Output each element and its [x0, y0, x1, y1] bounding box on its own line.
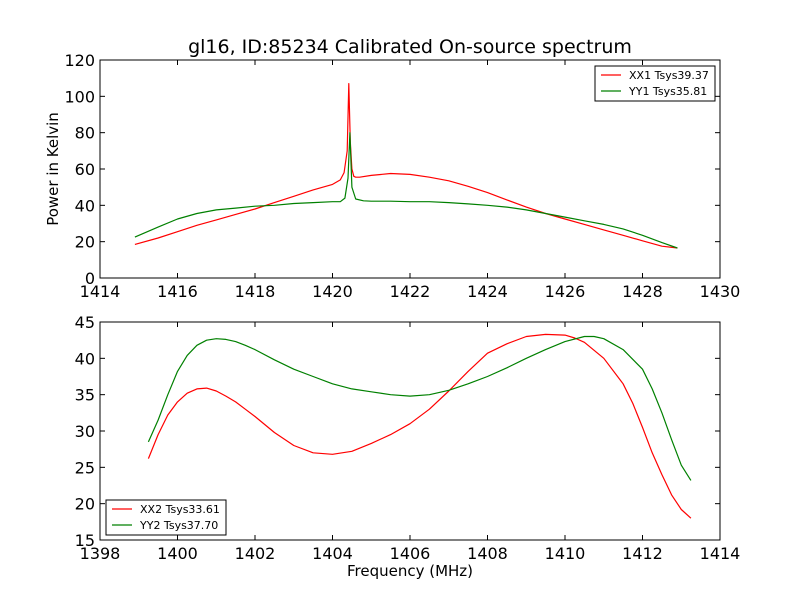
bottom-chart-x-tick-label: 1404	[312, 544, 353, 563]
top-chart-x-tick-label: 1420	[312, 282, 353, 301]
bottom-chart-legend: XX2 Tsys33.61 YY2 Tsys37.70	[105, 499, 227, 536]
top-chart-y-axis-label: Power in Kelvin	[44, 112, 62, 226]
bottom-chart-x-tick-label: 1398	[80, 544, 121, 563]
bottom-chart-y-tick-label: 25	[75, 458, 95, 477]
bottom-chart-y-tick-label: 30	[75, 422, 95, 441]
bottom-chart-y-tick-label: 15	[75, 531, 95, 550]
top-chart-legend-label: YY1 Tsys35.81	[628, 85, 707, 98]
top-chart-panel: 1414 1416 1418 1420 1422 1424 1426 1428 1430 0 20 4…	[64, 51, 740, 301]
bottom-chart-legend-box	[105, 499, 227, 536]
top-chart-x-tick-label: 1426	[545, 282, 586, 301]
top-chart-title: gl16, ID:85234 Calibrated On-source spec…	[188, 36, 632, 58]
bottom-chart-y-tick-label: 35	[75, 386, 95, 405]
bottom-chart-x-tick-label: 1402	[235, 544, 276, 563]
top-chart-y-tick-label: 0	[85, 269, 95, 288]
bottom-chart-x-tick-label: 1410	[545, 544, 586, 563]
bottom-chart-legend-label: YY2 Tsys37.70	[139, 519, 218, 532]
bottom-chart-panel: 1398 1400 1402 1404 1406 1408 1410 1412 1414 15 20…	[75, 313, 741, 563]
bottom-chart-y-tick-label: 40	[75, 349, 95, 368]
bottom-chart-legend-label: XX2 Tsys33.61	[140, 503, 220, 516]
bottom-chart-x-tick-label: 1414	[700, 544, 741, 563]
top-chart-x-tick-label: 1422	[390, 282, 431, 301]
top-chart-y-tick-label: 20	[75, 233, 95, 252]
bottom-chart-x-tick-label: 1408	[467, 544, 508, 563]
bottom-chart-series-line-xx2	[147, 333, 692, 519]
top-chart-x-tick-label: 1424	[467, 282, 508, 301]
top-chart-y-tick-label: 100	[64, 87, 95, 106]
top-chart-legend-label: XX1 Tsys39.37	[629, 69, 709, 82]
bottom-chart-y-tick-label: 20	[75, 495, 95, 514]
top-chart-x-tick-label: 1418	[235, 282, 276, 301]
top-chart-legend: XX1 Tsys39.37 YY1 Tsys35.81	[594, 65, 716, 102]
top-chart-y-tick-label: 120	[64, 51, 95, 70]
bottom-chart-x-tick-label: 1400	[157, 544, 198, 563]
bottom-chart-y-tick-label: 45	[75, 313, 95, 332]
top-chart-x-tick-label: 1430	[700, 282, 741, 301]
top-chart-series-line-yy1	[134, 132, 678, 249]
top-chart-y-tick-label: 80	[75, 124, 95, 143]
top-chart-legend-box	[594, 65, 716, 102]
top-chart-x-tick-label: 1428	[622, 282, 663, 301]
bottom-chart-x-tick-label: 1412	[622, 544, 663, 563]
bottom-chart-x-tick-label: 1406	[390, 544, 431, 563]
bottom-chart-x-axis-label: Frequency (MHz)	[347, 562, 473, 580]
top-chart-series-line-xx1	[134, 82, 678, 249]
top-chart-x-tick-label: 1416	[157, 282, 198, 301]
top-chart-y-tick-label: 60	[75, 160, 95, 179]
bottom-chart-series-line-yy2	[147, 335, 692, 481]
top-chart-y-tick-label: 40	[75, 196, 95, 215]
top-chart-x-tick-label: 1414	[80, 282, 121, 301]
